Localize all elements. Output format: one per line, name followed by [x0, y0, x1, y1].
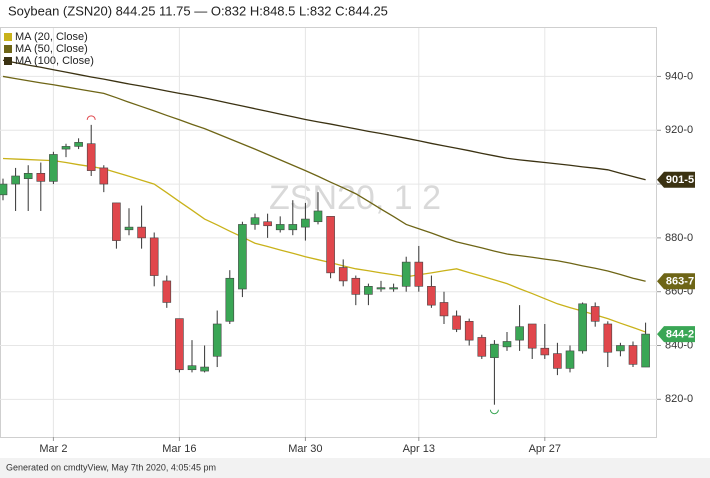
x-tick-label: Mar 16: [162, 443, 196, 455]
candle-body: [477, 337, 487, 357]
candle-body: [187, 365, 197, 371]
candle-body: [439, 302, 449, 317]
x-tick-label: Mar 2: [39, 443, 67, 455]
candle-body: [112, 202, 121, 241]
candle-body: [338, 267, 348, 282]
last-value-tag: [657, 326, 695, 343]
legend-swatch: [4, 57, 12, 65]
plot-layer: [0, 28, 657, 437]
last-value-tag: [657, 171, 695, 188]
x-tick-label: Apr 13: [403, 443, 435, 455]
candle-body: [351, 277, 361, 295]
legend-label: MA (100, Close): [15, 55, 94, 67]
candle-body: [401, 261, 411, 287]
candle-body: [515, 326, 524, 341]
last-value-label: 844-2: [666, 328, 694, 340]
y-tick-label: 840-0: [665, 339, 693, 351]
candle-body: [490, 343, 499, 358]
candle-body: [603, 323, 613, 353]
candle-body: [565, 350, 575, 369]
plot-frame: [0, 27, 657, 438]
candle-body: [212, 323, 222, 357]
candle-body: [225, 277, 235, 322]
candle-body: [49, 154, 58, 182]
candle-body: [137, 226, 146, 239]
footer-bar: [0, 458, 710, 478]
last-value-label: 901-5: [666, 174, 694, 186]
candle-body: [616, 345, 625, 352]
chart-title: Soybean (ZSN20) 844.25 11.75 — O:832 H:8…: [8, 3, 388, 18]
legend-label: MA (20, Close): [15, 31, 88, 43]
candle-body: [250, 217, 260, 225]
candle-body: [0, 183, 8, 196]
candle-body: [288, 224, 298, 231]
candle-body: [263, 221, 272, 227]
x-tick-label: Mar 30: [288, 443, 322, 455]
candle-body: [427, 286, 436, 306]
candle-body: [74, 142, 83, 147]
y-tick-label: 940-0: [665, 70, 693, 82]
candle-body: [301, 218, 310, 228]
candle-body: [553, 353, 562, 369]
y-tick-label: 880-0: [665, 232, 693, 244]
candle-body: [162, 280, 172, 303]
candle-body: [23, 173, 33, 179]
candle-body: [149, 237, 159, 276]
candle-body: [502, 341, 512, 348]
legend-swatch: [4, 33, 12, 41]
candle-body: [389, 287, 398, 290]
candle-body: [61, 146, 71, 150]
candle-body: [200, 366, 209, 372]
candle-body: [326, 216, 335, 274]
candle-body: [11, 175, 20, 185]
last-value-label: 863-7: [666, 276, 694, 288]
candle-body: [452, 315, 461, 330]
x-tick-label: Apr 27: [529, 443, 561, 455]
candle-body: [175, 318, 184, 371]
candle-body: [124, 226, 134, 231]
candle-body: [628, 345, 638, 365]
legend-label: MA (50, Close): [15, 43, 88, 55]
low-marker: [489, 409, 499, 415]
high-marker: [86, 115, 96, 120]
y-tick-label: 920-0: [665, 124, 693, 136]
candle-body: [641, 333, 650, 368]
candle-body: [464, 320, 474, 341]
candle-body: [238, 224, 247, 290]
candle-body: [527, 323, 537, 349]
candle-body: [275, 224, 285, 231]
candle-body: [590, 306, 600, 322]
candle-body: [414, 261, 424, 287]
ma-line: [2, 157, 646, 333]
candle-body: [578, 303, 587, 352]
candle-body: [313, 210, 323, 223]
candle-body: [540, 347, 550, 356]
legend-swatch: [4, 45, 12, 53]
candle-body: [364, 286, 373, 295]
watermark: ZSN20, 1 2: [269, 179, 441, 217]
candle-body: [99, 167, 109, 185]
ma-line: [2, 59, 646, 181]
footer: Generated on cmdtyView, May 7th 2020, 4:…: [6, 462, 216, 472]
last-value-tag: [657, 273, 695, 290]
ma-line: [2, 75, 646, 282]
candle-body: [36, 173, 46, 182]
candle-body: [376, 287, 386, 290]
candle-body: [86, 143, 96, 171]
y-tick-label: 820-0: [665, 393, 693, 405]
